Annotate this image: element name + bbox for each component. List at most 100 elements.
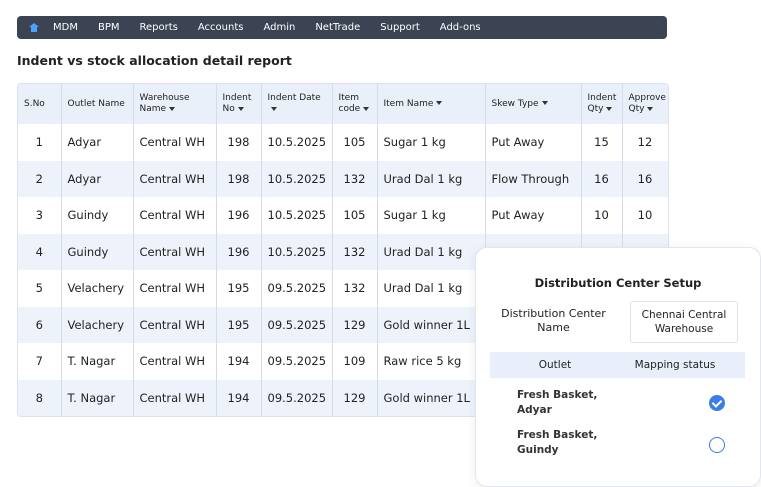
table-cell: Central WH (133, 306, 217, 343)
table-cell: Urad Dal 1 kg (377, 160, 486, 197)
header-label: S.No (24, 98, 45, 109)
table-cell: 09.5.2025 (261, 306, 333, 343)
nav-item[interactable]: NetTrade (315, 22, 361, 33)
mapping-row: Fresh Basket, Adyar (517, 388, 747, 418)
field-value[interactable]: Chennai Central Warehouse (630, 301, 738, 343)
table-cell: 09.5.2025 (261, 379, 333, 416)
table-cell: 09.5.2025 (261, 270, 333, 307)
nav-bar: MDM BPM Reports Accounts Admin NetTrade Suppor… (17, 16, 667, 39)
table-cell: 10 (622, 197, 668, 234)
nav-item[interactable]: Accounts (197, 22, 244, 33)
column-header: Outlet Name (61, 84, 134, 124)
table-cell: 195 (216, 306, 262, 343)
table-cell: T. Nagar (61, 343, 134, 380)
column-header: Mapping status (634, 359, 716, 371)
outlet-name: Fresh Basket, Adyar (517, 389, 598, 416)
table-cell: 105 (332, 124, 378, 161)
table-cell: 15 (581, 124, 623, 161)
table-cell: 10 (581, 197, 623, 234)
table-cell: 132 (332, 160, 378, 197)
table-cell: 105 (332, 197, 378, 234)
mapping-status[interactable] (709, 395, 725, 411)
table-cell: 132 (332, 233, 378, 270)
table-cell: Central WH (133, 343, 217, 380)
mapping-status[interactable] (709, 437, 725, 453)
nav-item[interactable]: Support (380, 22, 420, 33)
header-label: Approve Qty (628, 93, 666, 114)
column-header[interactable]: Indent Date (261, 84, 333, 124)
table-cell: 2 (18, 160, 62, 197)
table-cell: Raw rice 5 kg (377, 343, 486, 380)
column-header: S.No (18, 84, 62, 124)
table-cell: 129 (332, 379, 378, 416)
table-cell: Urad Dal 1 kg (377, 233, 486, 270)
column-header: Outlet (538, 359, 572, 371)
table-cell: Central WH (133, 197, 217, 234)
nav-item[interactable]: MDM (53, 22, 78, 33)
table-cell: Flow Through (485, 160, 582, 197)
header-label: Outlet Name (67, 98, 125, 109)
nav-item[interactable]: Admin (263, 22, 296, 33)
table-cell: 6 (18, 306, 62, 343)
mapping-row: Fresh Basket, Guindy (517, 428, 747, 458)
header-label: Skew Type (492, 99, 548, 109)
header-label: Item code (339, 93, 370, 114)
dc-setup-card: Distribution Center Setup Distribution C… (475, 247, 761, 487)
nav-item[interactable]: Reports (139, 22, 178, 33)
table-cell: 194 (216, 343, 262, 380)
table-cell: Put Away (485, 124, 582, 161)
table-cell: 10.5.2025 (261, 233, 333, 270)
header-label: Indent No (222, 93, 252, 114)
table-cell: 5 (18, 270, 62, 307)
column-header[interactable]: Warehouse Name (133, 84, 217, 124)
table-cell: Put Away (485, 197, 582, 234)
table-row: 3 Guindy Central WH 196 10.5.2025 105 Sugar 1 … (18, 197, 668, 234)
report-table: S.No Outlet Name Warehouse Name Indent No In… (17, 83, 669, 417)
field-label: Distribution Center Name (501, 307, 606, 334)
header-label: Warehouse Name (139, 93, 190, 114)
table-cell: 198 (216, 160, 262, 197)
table-cell: Central WH (133, 379, 217, 416)
table-cell: Guindy (61, 233, 134, 270)
table-cell: 109 (332, 343, 378, 380)
table-cell: Sugar 1 kg (377, 124, 486, 161)
header-label: Item Name (384, 99, 443, 109)
table-cell: Central WH (133, 270, 217, 307)
mapping-header: Outlet Mapping status (490, 352, 745, 378)
table-row: 2 Adyar Central WH 198 10.5.2025 132 Urad Dal … (18, 160, 668, 197)
home-icon[interactable] (29, 23, 39, 32)
table-cell: Central WH (133, 233, 217, 270)
table-row: 1 Adyar Central WH 198 10.5.2025 105 Sugar 1 k… (18, 124, 668, 161)
table-cell: Gold winner 1L (377, 379, 486, 416)
table-cell: 12 (622, 124, 668, 161)
table-cell: 196 (216, 197, 262, 234)
table-cell: 3 (18, 197, 62, 234)
column-header[interactable]: Indent No (216, 84, 262, 124)
table-cell: Velachery (61, 270, 134, 307)
table-cell: 4 (18, 233, 62, 270)
table-cell: 196 (216, 233, 262, 270)
table-cell: Adyar (61, 160, 134, 197)
table-cell: Guindy (61, 197, 134, 234)
table-cell: 10.5.2025 (261, 197, 333, 234)
nav-item[interactable]: BPM (97, 22, 120, 33)
table-cell: 132 (332, 270, 378, 307)
column-header[interactable]: Skew Type (485, 84, 582, 124)
table-cell: Central WH (133, 124, 217, 161)
column-header[interactable]: Indent Qty (581, 84, 623, 124)
table-cell: 09.5.2025 (261, 343, 333, 380)
column-header[interactable]: Item code (332, 84, 378, 124)
table-cell: 7 (18, 343, 62, 380)
table-cell: Velachery (61, 306, 134, 343)
column-header[interactable]: Approve Qty (622, 84, 668, 124)
outlet-name: Fresh Basket, Guindy (517, 429, 598, 456)
nav-item[interactable]: Add-ons (439, 22, 481, 33)
report-title: Indent vs stock allocation detail report (17, 53, 292, 68)
table-cell: Urad Dal 1 kg (377, 270, 486, 307)
header-label: Indent Qty (587, 93, 617, 114)
column-header[interactable]: Item Name (377, 84, 486, 124)
header-label: Indent Date (268, 93, 321, 114)
card-title: Distribution Center Setup (534, 276, 702, 290)
table-cell: Central WH (133, 160, 217, 197)
